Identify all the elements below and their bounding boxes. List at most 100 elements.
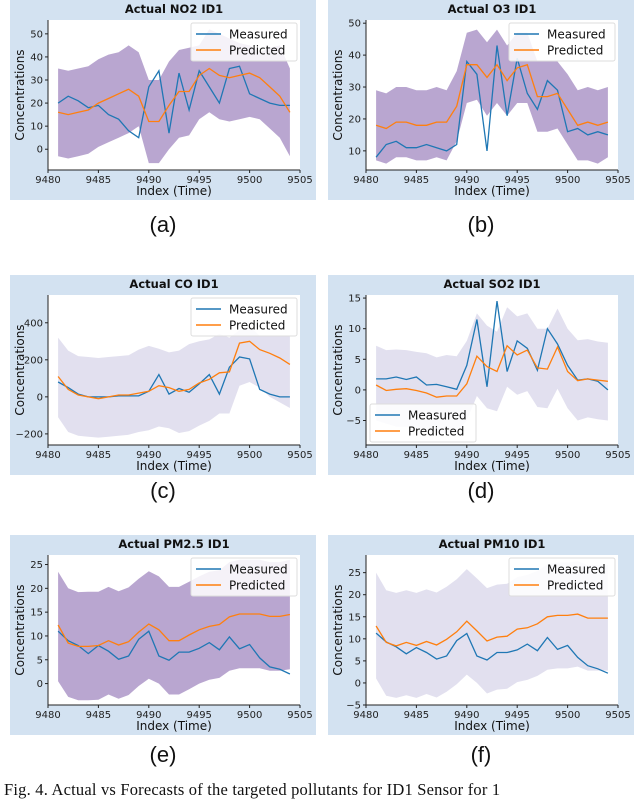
y-tick-label: 30 — [30, 76, 43, 87]
measured-line — [57, 630, 291, 675]
x-tick-label: 9490 — [136, 710, 161, 721]
chart-title: Actual NO2 ID1 — [125, 2, 223, 16]
x-axis-label: Index (Time) — [136, 184, 212, 198]
legend: Measured Predicted — [508, 557, 616, 597]
legend-box — [369, 403, 477, 443]
x-tick-label: 9495 — [504, 710, 529, 721]
legend-label: Measured — [229, 303, 288, 317]
y-tick-label: 15 — [348, 612, 361, 623]
y-tick-label: 0 — [37, 145, 43, 156]
x-tick-label: 9480 — [35, 710, 60, 721]
measured-line — [57, 356, 290, 398]
x-tick-label: 9490 — [454, 450, 479, 461]
legend: Measured Predicted — [190, 557, 298, 597]
y-tick-label: 50 — [348, 19, 361, 30]
legend-box — [190, 557, 298, 597]
x-axis-label: Index (Time) — [454, 719, 530, 733]
plot-content — [375, 301, 609, 433]
predicted-line — [375, 344, 608, 398]
chart-panel: 9480 9485 9490 9495 9500 9505 −5 0 5 10 15 Actual S… — [328, 275, 634, 475]
y-tick-label: −5 — [346, 701, 361, 712]
x-tick-label: 9490 — [454, 710, 479, 721]
chart-panel: 9480 9485 9490 9495 9500 9505 −5 0 5 10 15 20 25 Actu… — [328, 535, 634, 735]
x-tick-label: 9480 — [35, 450, 60, 461]
x-tick-label: 9500 — [237, 710, 262, 721]
x-tick-label: 9500 — [555, 710, 580, 721]
y-tick-label: 10 — [348, 634, 361, 645]
confidence-band — [58, 326, 290, 438]
x-tick-label: 9505 — [287, 175, 312, 186]
x-tick-label: 9480 — [353, 175, 378, 186]
x-tick-label: 9490 — [136, 450, 161, 461]
subfigure-label: (c) — [150, 478, 176, 503]
legend-label: Measured — [229, 28, 288, 42]
x-tick-label: 9505 — [605, 175, 630, 186]
x-tick-label: 9505 — [605, 710, 630, 721]
figure-caption: Fig. 4. Actual vs Forecasts of the targe… — [4, 780, 501, 799]
chart-panel: 9480 9485 9490 9495 9500 9505 0 5 10 15 20 25 Actual… — [10, 535, 316, 735]
y-tick-label: 30 — [348, 83, 361, 94]
x-tick-label: 9500 — [555, 450, 580, 461]
x-tick-label: 9505 — [605, 450, 630, 461]
y-tick-label: 0 — [37, 679, 43, 690]
chart-title: Actual PM2.5 ID1 — [118, 537, 229, 551]
legend: Measured Predicted — [190, 22, 298, 62]
chart-panel: 9480 9485 9490 9495 9500 9505 −200 0 200 400 Actua… — [10, 275, 316, 475]
x-tick-label: 9485 — [86, 710, 111, 721]
subfigure-label: (b) — [467, 212, 495, 237]
y-tick-label: 15 — [30, 608, 43, 619]
y-tick-label: 40 — [348, 51, 361, 62]
x-axis-label: Index (Time) — [136, 459, 212, 473]
x-tick-label: 9500 — [555, 175, 580, 186]
y-tick-label: 0 — [355, 678, 361, 689]
chart-svg: 9480 9485 9490 9495 9500 9505 0 10 20 30 40 50 Actua… — [13, 2, 313, 198]
legend-box — [190, 22, 298, 62]
x-tick-label: 9480 — [353, 710, 378, 721]
y-tick-label: −200 — [16, 429, 43, 440]
predicted-line — [375, 613, 608, 647]
y-axis-label: Concentrations — [331, 324, 345, 415]
legend-label: Measured — [547, 563, 606, 577]
y-tick-label: 15 — [348, 294, 361, 305]
legend-box — [508, 557, 616, 597]
y-tick-label: 0 — [37, 392, 43, 403]
y-tick-label: −5 — [346, 416, 361, 427]
x-tick-label: 9490 — [454, 175, 479, 186]
chart-svg: 9480 9485 9490 9495 9500 9505 0 5 10 15 20 25 Actual… — [13, 537, 313, 733]
legend-label: Measured — [229, 563, 288, 577]
x-tick-label: 9500 — [237, 175, 262, 186]
x-tick-label: 9485 — [404, 450, 429, 461]
confidence-band — [58, 29, 290, 164]
chart-title: Actual SO2 ID1 — [444, 277, 541, 291]
x-tick-label: 9485 — [86, 175, 111, 186]
legend-label: Measured — [408, 409, 467, 423]
chart-svg: 9480 9485 9490 9495 9500 9505 10 20 30 40 50 Actual… — [331, 2, 631, 198]
chart-title: Actual CO ID1 — [129, 277, 218, 291]
x-axis-label: Index (Time) — [454, 459, 530, 473]
y-axis-label: Concentrations — [13, 324, 27, 415]
x-tick-label: 9495 — [186, 175, 211, 186]
y-tick-label: 40 — [30, 52, 43, 63]
x-tick-label: 9495 — [186, 710, 211, 721]
y-tick-label: 10 — [30, 631, 43, 642]
y-tick-label: 10 — [348, 146, 361, 157]
chart-svg: 9480 9485 9490 9495 9500 9505 −5 0 5 10 15 Actual S… — [331, 277, 631, 473]
subfigure-label: (e) — [149, 742, 177, 767]
x-axis-label: Index (Time) — [454, 184, 530, 198]
x-tick-label: 9495 — [186, 450, 211, 461]
measured-line — [376, 301, 609, 391]
x-tick-label: 9505 — [287, 450, 312, 461]
y-tick-label: 5 — [355, 355, 361, 366]
predicted-line — [375, 63, 609, 130]
y-tick-label: 5 — [37, 655, 43, 666]
x-tick-label: 9500 — [237, 450, 262, 461]
chart-title: Actual PM10 ID1 — [439, 537, 546, 551]
predicted-line — [57, 67, 291, 123]
measured-line — [375, 632, 609, 674]
x-tick-label: 9485 — [404, 175, 429, 186]
y-tick-label: 200 — [24, 355, 43, 366]
y-tick-label: 20 — [348, 114, 361, 125]
chart-panel: 9480 9485 9490 9495 9500 9505 0 10 20 30 40 50 Actua… — [10, 0, 316, 200]
plot-content — [57, 29, 291, 164]
x-tick-label: 9480 — [353, 450, 378, 461]
